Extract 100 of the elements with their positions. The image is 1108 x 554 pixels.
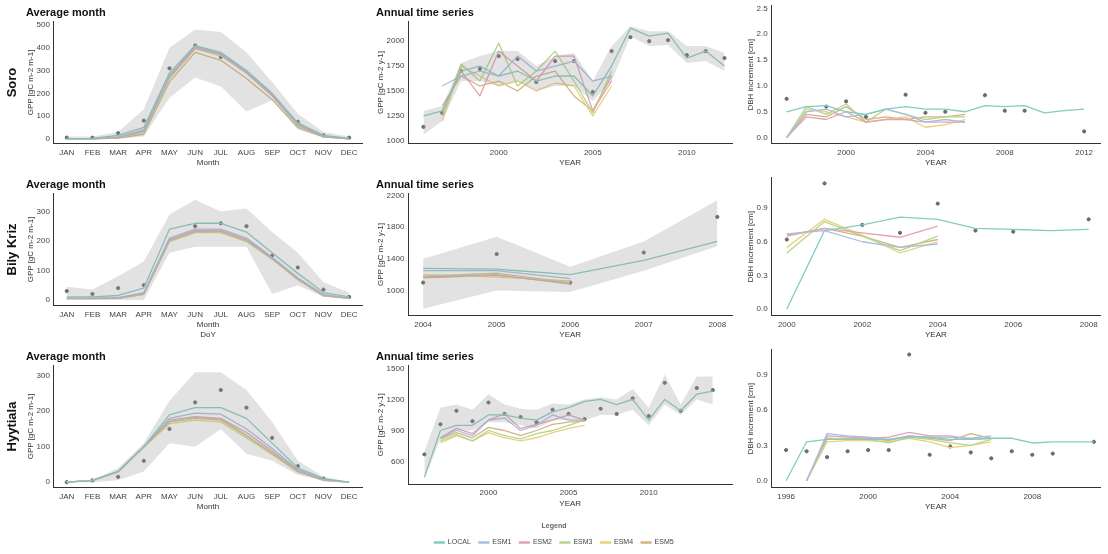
x-tick-label: 2007 <box>634 319 654 329</box>
chart-title: Annual time series <box>376 5 474 18</box>
x-tick-label: 2006 <box>1004 319 1023 329</box>
x-tick-label: FEB <box>84 147 101 157</box>
y-tick-label: 0.5 <box>756 106 769 116</box>
y-tick-label: 1500 <box>386 86 405 96</box>
x-tick-label: 2005 <box>583 147 603 157</box>
x-tick-label: JAN <box>59 147 75 157</box>
x-axis-title: YEAR <box>924 330 947 340</box>
x-tick-label: MAR <box>109 147 128 157</box>
x-tick-label: DEC <box>340 147 358 157</box>
x-tick-label: 2000 <box>489 147 509 157</box>
y-tick-label: 300 <box>36 206 51 216</box>
y-tick-label: 600 <box>391 456 405 466</box>
x-tick-label: APR <box>135 309 153 319</box>
x-tick-label: AUG <box>237 147 256 157</box>
x-tick-label: 2006 <box>561 319 580 329</box>
x-tick-label: JUN <box>187 309 204 319</box>
y-tick-label: 200 <box>36 236 51 246</box>
x-tick-label: JUN <box>187 491 204 501</box>
chart-title: Average month <box>26 349 106 362</box>
x-tick-label: 2008 <box>1023 491 1042 501</box>
x-tick-label: MAR <box>109 491 128 501</box>
y-tick-label: 0 <box>45 134 51 143</box>
y-tick-label: 0.0 <box>756 132 769 142</box>
x-axis-title: YEAR <box>924 502 947 512</box>
x-tick-label: APR <box>135 147 153 157</box>
y-tick-label: 100 <box>36 265 51 275</box>
y-tick-label: 2.0 <box>756 29 769 39</box>
x-axis-title: Month <box>196 320 220 330</box>
y-tick-label: 2.5 <box>756 3 769 13</box>
y-axis-title: DBH increment [cm] <box>746 39 755 111</box>
y-tick-label: 200 <box>36 88 51 98</box>
x-tick-label: 2008 <box>708 319 727 329</box>
x-tick-label: AUG <box>237 491 256 501</box>
y-axis-title: DBH increment [cm] <box>746 211 755 283</box>
y-tick-label: 300 <box>36 371 51 381</box>
y-tick-label: 1200 <box>386 394 405 404</box>
text: Hyytiala <box>3 400 19 452</box>
y-tick-label: 2200 <box>386 190 405 200</box>
y-axis-title: DBH increment [cm] <box>746 383 755 455</box>
y-tick-label: 900 <box>391 425 405 435</box>
x-tick-label: 2000 <box>479 488 498 498</box>
x-tick-label: APR <box>135 491 153 501</box>
x-tick-label: DEC <box>340 309 358 319</box>
x-tick-label: JAN <box>59 491 75 501</box>
x-tick-label: 2002 <box>853 319 872 329</box>
y-axis-title: GPP [gC m-2 y-1] <box>376 223 385 286</box>
y-tick-label: 0 <box>45 295 51 305</box>
y-tick-label: 1.0 <box>756 81 769 91</box>
x-tick-label: JUL <box>213 491 229 501</box>
x-tick-label: MAY <box>161 147 179 157</box>
x-tick-label: OCT <box>289 491 307 501</box>
x-axis-title: Month <box>196 158 220 168</box>
x-tick-label: JUL <box>213 309 229 319</box>
x-tick-label: NOV <box>314 491 333 501</box>
x-tick-label: 2005 <box>487 319 507 329</box>
x-tick-label: 2004 <box>941 491 960 501</box>
x-axis-title: YEAR <box>924 158 947 168</box>
x-tick-label: 2012 <box>1075 147 1094 157</box>
x-tick-label: JUN <box>187 147 204 157</box>
x-tick-label: AUG <box>237 309 256 319</box>
y-tick-label: 0.9 <box>756 203 769 213</box>
chart-title: Average month <box>26 5 106 18</box>
y-tick-label: 1.5 <box>756 55 769 65</box>
y-tick-label: 0.6 <box>756 236 769 246</box>
x-tick-label: JUL <box>213 147 229 157</box>
y-axis-title: GPP [gC m-2 m-1] <box>26 49 35 116</box>
y-tick-label: 100 <box>36 441 51 451</box>
y-tick-label: 0.6 <box>756 405 769 415</box>
text: Bily Kriz <box>3 223 19 276</box>
y-tick-label: 100 <box>36 111 51 121</box>
y-tick-label: 0.3 <box>756 440 769 450</box>
y-axis-title: GPP [gC m-2 y-1] <box>376 393 385 457</box>
chart-title: Average month <box>26 177 106 190</box>
x-tick-label: MAY <box>161 309 179 319</box>
y-tick-label: 1750 <box>386 61 405 71</box>
x-tick-label: 2000 <box>837 147 856 157</box>
y-tick-label: 1250 <box>386 111 405 121</box>
y-tick-label: 1800 <box>386 222 405 232</box>
y-tick-label: 300 <box>36 65 51 75</box>
x-tick-label: MAR <box>109 309 128 319</box>
text: DoY <box>200 330 217 340</box>
y-tick-label: 0.9 <box>756 369 769 379</box>
text: Soro <box>3 67 19 98</box>
x-tick-label: DEC <box>340 491 358 501</box>
y-tick-label: 400 <box>36 43 51 53</box>
y-axis-title: GPP [gC m-2 y-1] <box>376 51 385 114</box>
x-tick-label: 2008 <box>1079 319 1099 329</box>
y-tick-label: 0.0 <box>756 475 769 485</box>
y-axis-title: GPP [gC m-2 m-1] <box>26 216 35 283</box>
y-tick-label: 1500 <box>386 363 405 373</box>
x-tick-label: OCT <box>289 147 307 157</box>
y-axis-title: GPP [gC m-2 m-1] <box>26 393 35 460</box>
x-tick-label: 1996 <box>777 491 796 501</box>
y-tick-label: 0.3 <box>756 270 769 280</box>
x-tick-label: JAN <box>59 309 75 319</box>
x-axis-title: YEAR <box>559 499 582 508</box>
x-tick-label: FEB <box>84 309 101 319</box>
x-tick-label: 2004 <box>928 319 948 329</box>
